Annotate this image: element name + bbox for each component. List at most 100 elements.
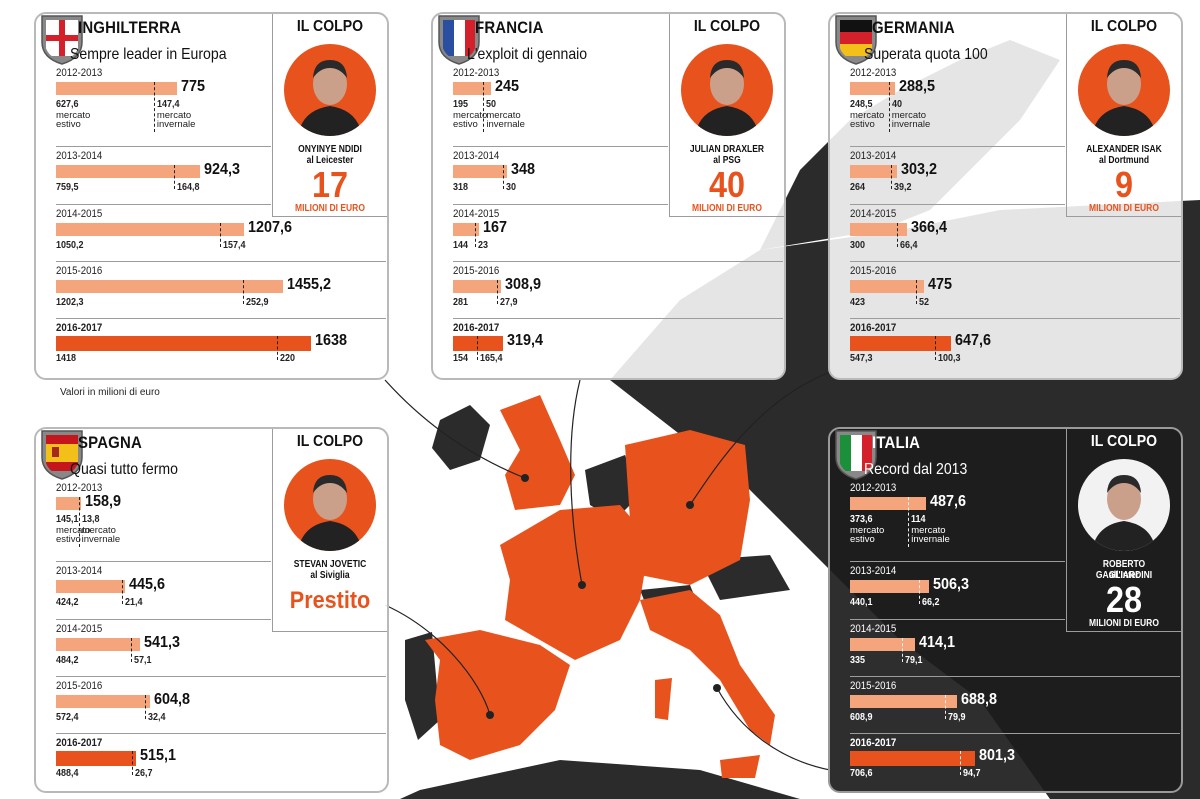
- season-label: 2013-2014: [850, 150, 897, 162]
- season-label: 2015-2016: [56, 680, 103, 692]
- season-label: 2015-2016: [453, 265, 500, 277]
- player-club: al PSG: [713, 155, 741, 166]
- fee-unit: MILIONI DI EURO: [295, 203, 365, 214]
- transfer-fee: 9: [1114, 164, 1134, 205]
- total-bar: [56, 165, 201, 178]
- panel-germania: GERMANIA Superata quota 100 2012-2013 288,5…: [828, 12, 1183, 380]
- summer-value: 1050,2: [56, 240, 84, 251]
- total-value: 288,5: [898, 78, 936, 95]
- colpo-title: IL COLPO: [693, 18, 761, 35]
- player-photo: [284, 459, 376, 551]
- player-name: ROBERTO GAGLIARDINI: [1095, 559, 1153, 581]
- colpo-box: IL COLPO JULIAN DRAXLER al PSG 40 MILIONI DI…: [669, 14, 784, 217]
- panel-italia: ITALIA Record dal 2013 2012-2013 487,6 373,6…: [828, 427, 1183, 793]
- units-note: Valori in milioni di euro: [60, 387, 160, 398]
- summer-value: 144: [453, 240, 469, 251]
- player-club: al Leicester: [306, 155, 354, 166]
- player-club: al Siviglia: [310, 570, 350, 581]
- player-photo: [284, 44, 376, 136]
- total-bar: [453, 223, 480, 236]
- panel-spagna: SPAGNA Quasi tutto fermo 2012-2013 158,9 145…: [34, 427, 389, 793]
- winter-value: 52: [918, 297, 929, 308]
- summer-winter-split: [122, 580, 124, 604]
- summer-caption: mercato estivo: [850, 525, 885, 545]
- total-bar: [850, 165, 898, 178]
- winter-value: 147,4: [156, 99, 180, 110]
- season-row: 2012-2013 245 195 50 mercato estivo mercato i…: [453, 64, 668, 146]
- summer-winter-split: [918, 580, 920, 604]
- winter-value: 79,1: [905, 655, 923, 666]
- summer-value: 440,1: [850, 597, 873, 608]
- winter-value: 30: [505, 182, 516, 193]
- season-label: 2012-2013: [56, 482, 103, 494]
- player-club: all'Inter: [1109, 570, 1139, 581]
- winter-value: 27,9: [499, 297, 518, 308]
- player-club: al Dortmund: [1098, 155, 1150, 166]
- total-bar: [56, 580, 126, 593]
- season-label: 2014-2015: [56, 623, 103, 635]
- season-label: 2012-2013: [453, 67, 500, 79]
- transfer-fee: 17: [311, 164, 349, 205]
- summer-winter-split: [131, 638, 133, 662]
- francia-shield-icon: [438, 15, 480, 65]
- player-silhouette-icon: [695, 60, 759, 136]
- inghilterra-shield-icon: [41, 15, 83, 65]
- summer-value: 281: [453, 297, 469, 308]
- country-subtitle: Superata quota 100: [864, 46, 988, 63]
- winter-value: 164,8: [177, 182, 200, 193]
- total-value: 158,9: [84, 493, 121, 510]
- winter-value: 50: [486, 99, 497, 110]
- season-row: 2015-2016 1455,2 1202,3 252,9: [56, 261, 386, 318]
- season-row: 2013-2014 506,3 440,1 66,2: [850, 561, 1065, 619]
- summer-value: 627,6: [56, 99, 79, 110]
- winter-value: 94,7: [963, 768, 981, 779]
- player-silhouette-icon: [1092, 60, 1156, 136]
- total-value: 308,9: [505, 276, 542, 293]
- summer-winter-split: [908, 497, 910, 547]
- winter-value: 32,4: [148, 712, 166, 723]
- season-label: 2014-2015: [56, 208, 103, 220]
- total-bar: [56, 280, 283, 293]
- winter-value: 23: [478, 240, 489, 251]
- spagna-shield-icon: [41, 430, 83, 480]
- summer-winter-split: [219, 223, 221, 247]
- season-row: 2013-2014 445,6 424,2 21,4: [56, 561, 271, 619]
- total-value: 1455,2: [286, 276, 331, 293]
- germania-shield-icon: [835, 15, 877, 65]
- summer-winter-split: [277, 336, 279, 360]
- summer-winter-split: [78, 497, 80, 547]
- summer-value: 572,4: [56, 712, 79, 723]
- season-label: 2012-2013: [850, 482, 897, 494]
- total-value: 924,3: [204, 161, 241, 178]
- winter-value: 26,7: [135, 768, 153, 779]
- summer-value: 264: [850, 182, 866, 193]
- summer-value: 154: [453, 353, 469, 364]
- total-bar: [850, 82, 895, 95]
- summer-value: 300: [850, 240, 866, 251]
- country-title: ITALIA: [872, 433, 921, 452]
- fee-unit: MILIONI DI EURO: [692, 203, 762, 214]
- total-value: 1638: [315, 332, 348, 349]
- total-bar: [56, 336, 312, 351]
- season-row: 2014-2015 541,3 484,2 57,1: [56, 619, 271, 676]
- summer-caption: mercato estivo: [850, 110, 885, 130]
- season-row: 2013-2014 924,3 759,5 164,8: [56, 146, 271, 204]
- season-label: 2014-2015: [453, 208, 500, 220]
- country-subtitle: Record dal 2013: [864, 461, 968, 478]
- italy-region: [640, 590, 775, 745]
- total-bar: [56, 638, 141, 651]
- total-value: 445,6: [129, 576, 166, 593]
- country-title: GERMANIA: [872, 18, 955, 37]
- winter-value: 252,9: [246, 297, 269, 308]
- season-label: 2015-2016: [850, 680, 897, 692]
- player-photo: [1078, 459, 1170, 551]
- season-label: 2014-2015: [850, 623, 897, 635]
- season-row: 2012-2013 158,9 145,1 13,8 mercato estivo mer…: [56, 479, 271, 561]
- total-value: 319,4: [506, 332, 543, 349]
- season-label: 2016-2017: [850, 737, 897, 749]
- winter-caption: mercato invernale: [81, 525, 121, 545]
- total-value: 775: [180, 78, 205, 95]
- total-value: 688,8: [961, 691, 998, 708]
- summer-value: 1418: [56, 353, 77, 364]
- total-value: 366,4: [911, 219, 948, 236]
